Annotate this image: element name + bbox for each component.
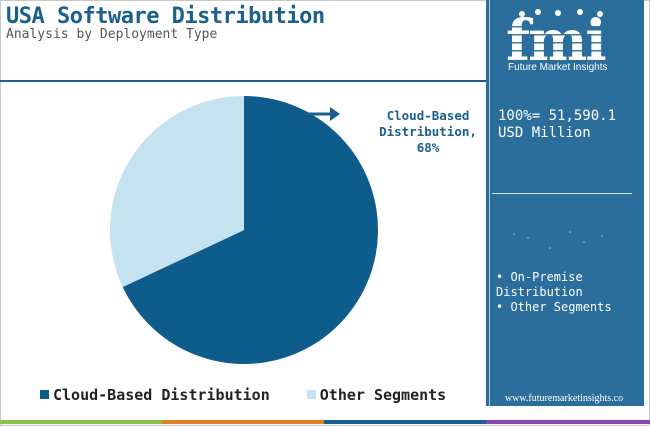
legend-swatch <box>40 390 49 399</box>
bottom-bar-segment <box>324 420 486 424</box>
pie-slices <box>109 96 378 364</box>
segment-list: • On-Premise Distribution • Other Segmen… <box>496 270 612 315</box>
bottom-bar-segment <box>486 420 650 424</box>
fmi-logo: fmi <box>500 8 630 74</box>
header-divider <box>0 80 486 82</box>
logo-stripes <box>500 26 630 52</box>
bottom-bar-segment <box>0 420 162 424</box>
legend-item-other: Other Segments <box>306 386 447 404</box>
callout-arrow <box>303 107 340 121</box>
legend-label: Other Segments <box>319 386 447 404</box>
logo-letters: fmi <box>506 8 605 74</box>
logo-tagline: Future Market Insights <box>508 62 608 73</box>
source-url[interactable]: www.futuremarketinsights.co m <box>484 392 644 420</box>
source-url-line[interactable]: m <box>560 407 568 418</box>
chart-legend: Cloud-Based Distribution Other Segments <box>40 386 474 404</box>
chart-subtitle: Analysis by Deployment Type <box>6 27 218 42</box>
slice-callout-label: Cloud-Based Distribution, 68% <box>372 108 484 156</box>
info-panel <box>486 0 644 406</box>
chart-title: USA Software Distribution <box>6 4 325 29</box>
callout-line: Distribution, <box>379 124 477 139</box>
pie-slice-cloud-based-distribution <box>122 96 378 364</box>
legend-label: Cloud-Based Distribution <box>53 386 270 404</box>
bottom-bar-segment <box>162 420 324 424</box>
pie-slice-other-segments <box>109 96 245 288</box>
callout-line: Cloud-Based <box>386 108 470 123</box>
segment-list-item: Distribution <box>496 285 583 299</box>
market-total-unit: USD Million <box>498 125 591 141</box>
source-url-line[interactable]: www.futuremarketinsights.co <box>504 393 624 404</box>
market-total-value: 100%= 51,590.1 <box>498 108 617 124</box>
market-total: 100%= 51,590.1 USD Million <box>498 108 616 142</box>
panel-divider <box>492 193 632 194</box>
segment-list-item: • On-Premise <box>496 270 583 284</box>
segment-list-item: • Other Segments <box>496 300 612 314</box>
panel-edge-line <box>489 0 490 406</box>
callout-line: 68% <box>416 140 440 155</box>
legend-swatch <box>306 390 316 399</box>
panel-decoration <box>513 231 603 249</box>
logo-people <box>519 9 603 17</box>
pie-chart <box>109 96 378 364</box>
legend-item-cloud: Cloud-Based Distribution <box>40 386 270 404</box>
